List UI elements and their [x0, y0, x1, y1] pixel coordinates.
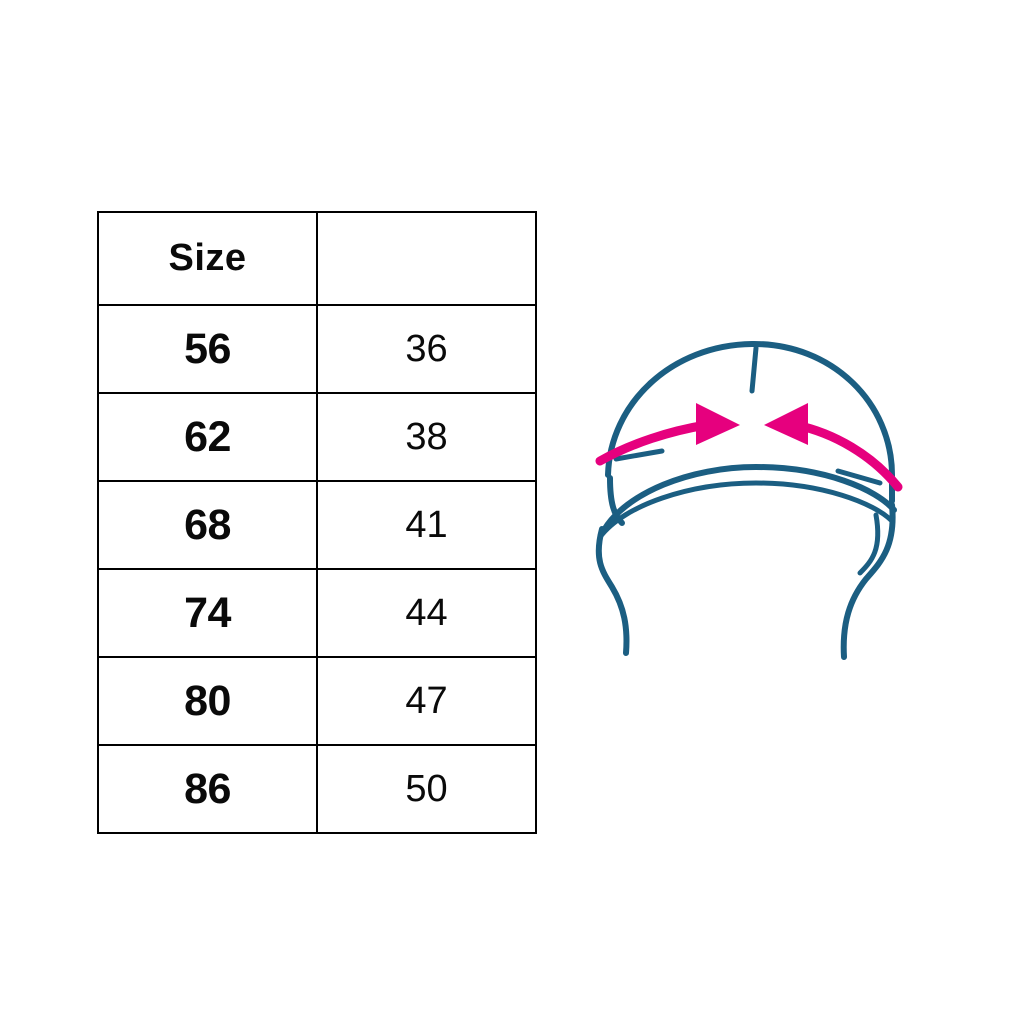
cell-value: 38 — [316, 392, 537, 482]
table-row: 74 44 — [97, 568, 537, 658]
column-header-size: Size — [97, 211, 318, 306]
bonnet-diagram-svg — [595, 340, 903, 660]
tie-left — [595, 526, 630, 656]
cell-value: 36 — [316, 304, 537, 394]
cell-value: 44 — [316, 568, 537, 658]
table-head: Size — [97, 211, 537, 306]
table-row: 56 36 — [97, 304, 537, 394]
hat-dome-outline — [605, 340, 895, 504]
cell-size: 68 — [97, 480, 318, 570]
table-row: 62 38 — [97, 392, 537, 482]
table-header-row: Size — [97, 211, 537, 306]
hem-tick-right — [835, 468, 883, 486]
cell-value: 47 — [316, 656, 537, 746]
arrow-head-right — [764, 403, 808, 445]
brim-band-inner-arc — [597, 480, 895, 540]
table-row: 80 47 — [97, 656, 537, 746]
baby-bonnet-illustration — [580, 315, 925, 705]
cell-size: 80 — [97, 656, 318, 746]
arrow-shaft-left — [595, 420, 711, 466]
crown-seam-line — [749, 345, 759, 394]
column-header-measurement — [316, 211, 537, 306]
table-row: 86 50 — [97, 744, 537, 834]
size-table-container: Size 56 36 62 38 68 41 74 — [97, 211, 537, 834]
head-circumference-arrow — [595, 403, 903, 492]
size-table: Size 56 36 62 38 68 41 74 — [97, 211, 537, 834]
cell-size: 86 — [97, 744, 318, 834]
arrow-shaft-right — [791, 420, 903, 492]
tie-right — [840, 502, 896, 660]
table-row: 68 41 — [97, 480, 537, 570]
cell-size: 56 — [97, 304, 318, 394]
table-body: 56 36 62 38 68 41 74 44 80 47 — [97, 304, 537, 834]
tie-right-fold — [857, 512, 881, 576]
cell-size: 74 — [97, 568, 318, 658]
hem-tick-left — [613, 448, 665, 462]
brim-band-front-curve — [601, 463, 897, 533]
cell-value: 50 — [316, 744, 537, 834]
cell-value: 41 — [316, 480, 537, 570]
arrow-head-left — [696, 403, 740, 445]
cell-size: 62 — [97, 392, 318, 482]
